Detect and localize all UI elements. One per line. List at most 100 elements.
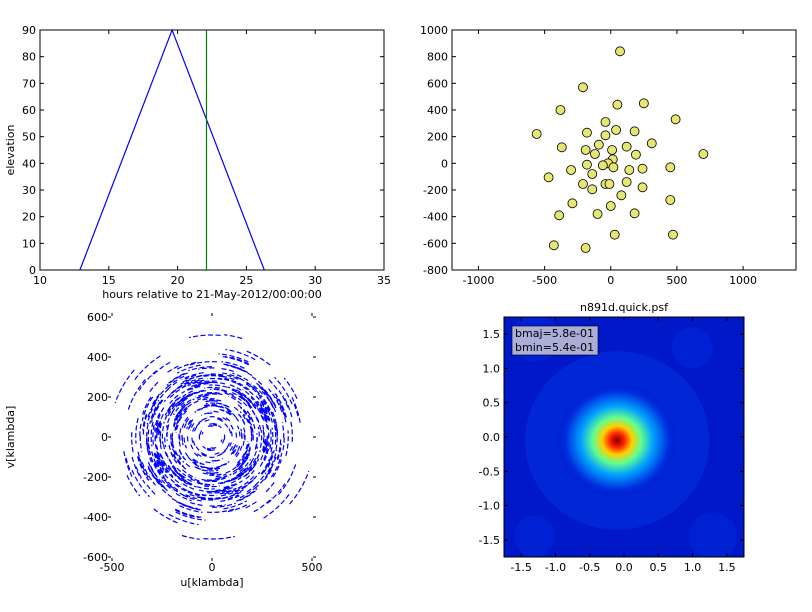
uv-track	[216, 475, 228, 479]
uv-track	[195, 446, 200, 451]
uv-track	[168, 373, 185, 384]
uv-track	[150, 399, 163, 423]
uv-xlabel: u[klambda]	[180, 576, 243, 589]
uv-track	[233, 366, 253, 377]
uv-track	[184, 452, 190, 458]
uv-track	[255, 414, 262, 430]
uv-track	[206, 507, 238, 513]
uv-track	[152, 385, 170, 407]
antenna-point	[637, 163, 648, 174]
uv-track	[189, 478, 201, 484]
uv-track	[171, 438, 174, 446]
uv-track	[200, 412, 210, 416]
x-tick-label: 0.0	[615, 561, 633, 574]
uv-track	[270, 452, 283, 478]
uv-track	[204, 480, 220, 483]
uv-track	[179, 428, 182, 442]
uv-track	[172, 472, 188, 485]
uv-track	[173, 469, 187, 481]
uv-track	[265, 480, 276, 493]
y-tick-label: 600	[87, 311, 108, 324]
uv-track	[199, 465, 213, 469]
antenna-point	[580, 243, 591, 253]
uv-track	[243, 477, 256, 489]
uv-track	[137, 451, 151, 480]
uv-track	[155, 420, 159, 440]
antenna-point	[668, 229, 678, 240]
uv-coverage-chart: -500 0 500 -600 -400 -200 0 200 400 600 u[klambda…	[4, 311, 323, 589]
psf-peak	[556, 382, 678, 499]
antenna-ticks: -1000 -500 0 500 1000 -800 -600 -400 -200 0 200 400…	[420, 24, 796, 287]
uv-track	[261, 407, 268, 421]
y-tick-label: 30	[22, 184, 36, 197]
uv-track	[138, 370, 157, 391]
uv-track	[245, 382, 260, 395]
antenna-point	[621, 177, 632, 187]
uv-track	[241, 451, 250, 465]
uv-track	[175, 509, 193, 518]
uv-track	[246, 416, 252, 431]
uv-track	[250, 446, 259, 463]
uv-track	[243, 395, 257, 410]
uv-track	[202, 472, 215, 475]
uv-track	[203, 375, 224, 378]
y-tick-label: 50	[22, 131, 36, 144]
uv-track	[168, 385, 187, 400]
uv-track	[267, 483, 286, 504]
uv-track	[221, 438, 225, 444]
antenna-point	[646, 138, 657, 149]
antenna-point	[587, 184, 598, 195]
uv-track	[147, 429, 152, 454]
uv-track	[139, 435, 143, 452]
x-tick-label: 10	[33, 274, 47, 287]
uv-track	[147, 467, 163, 488]
uv-track	[248, 456, 258, 470]
uv-track	[151, 361, 171, 377]
uv-track	[242, 426, 246, 441]
uv-track	[181, 469, 196, 479]
uv-track	[171, 497, 191, 508]
uv-track	[246, 403, 256, 416]
uv-track	[157, 454, 170, 476]
uv-track	[209, 384, 228, 388]
uv-track	[205, 461, 214, 464]
y-tick-label: 70	[22, 77, 36, 90]
uv-track	[164, 402, 176, 420]
uv-track	[189, 422, 195, 431]
uv-track	[285, 430, 289, 457]
uv-track	[168, 458, 178, 471]
uv-track	[154, 462, 166, 478]
uv-track	[259, 385, 270, 397]
uv-track	[261, 440, 265, 451]
antenna-point	[624, 165, 635, 175]
uv-track	[276, 438, 282, 460]
uv-track	[183, 423, 187, 429]
antenna-point	[605, 201, 616, 211]
uv-track	[230, 429, 233, 437]
uv-track	[198, 367, 215, 370]
uv-track	[208, 373, 224, 376]
antenna-point	[580, 145, 591, 155]
uv-track	[237, 467, 246, 476]
uv-track	[212, 422, 218, 426]
x-tick-label: 1.5	[718, 561, 736, 574]
x-tick-label: 0	[607, 274, 614, 287]
uv-track	[201, 453, 208, 458]
uv-track	[199, 417, 207, 423]
uv-track	[258, 398, 269, 412]
uv-track	[155, 454, 165, 472]
uv-track	[224, 482, 238, 489]
uv-track	[221, 355, 250, 366]
uv-track	[192, 440, 197, 447]
uv-track	[175, 492, 192, 502]
uv-track	[212, 388, 227, 392]
x-tick-label: -1000	[462, 274, 494, 287]
y-tick-label: -0.5	[479, 465, 500, 478]
uv-track	[148, 381, 159, 394]
uv-track	[175, 511, 206, 521]
uv-track	[250, 428, 253, 436]
antenna-point	[629, 126, 640, 137]
uv-track	[237, 445, 241, 451]
antenna-point	[621, 141, 632, 152]
uv-track	[239, 490, 256, 501]
